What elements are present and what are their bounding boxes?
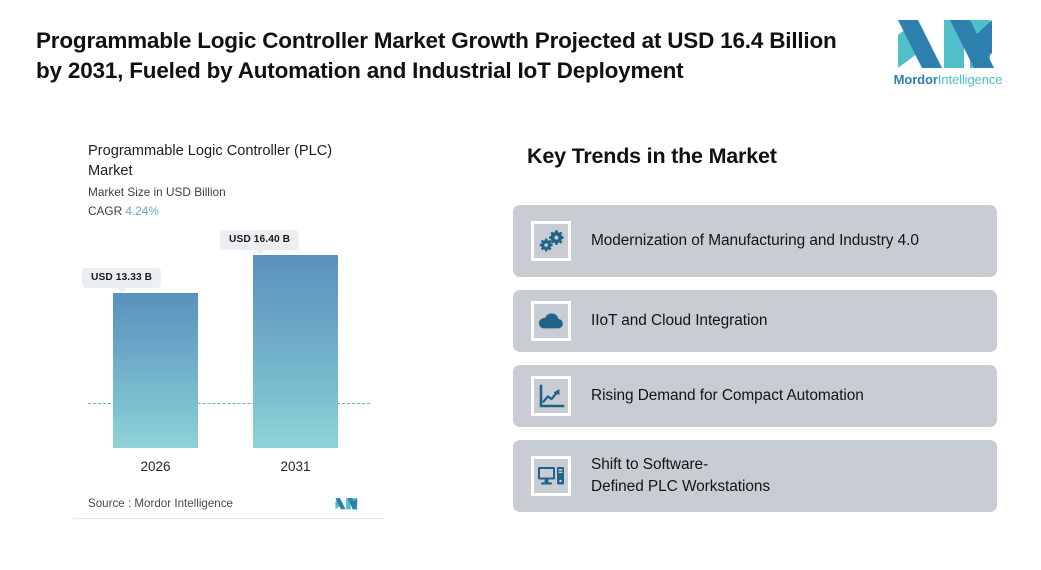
desktop-computer-icon — [531, 456, 571, 496]
cagr-value: 4.24% — [125, 204, 159, 218]
chart-panel-divider — [74, 518, 384, 519]
line-chart-up-icon — [531, 376, 571, 416]
brand-logo-text: MordorIntelligence — [884, 72, 1012, 87]
page-title: Programmable Logic Controller Market Gro… — [36, 28, 837, 84]
trend-card-label: Rising Demand for Compact Automation — [591, 387, 864, 405]
trend-card-label: Shift to Software- Defined PLC Workstatio… — [591, 454, 770, 498]
cloud-icon-glyph — [539, 313, 563, 329]
brand-name-bold: Mordor — [893, 72, 938, 87]
trend-card-modernization[interactable]: Modernization of Manufacturing and Indus… — [513, 205, 997, 277]
gears-icon — [531, 221, 571, 261]
trend-card-label: Modernization of Manufacturing and Indus… — [591, 232, 919, 250]
chart-subtitle: Market Size in USD Billion — [88, 185, 226, 199]
desktop-computer-icon-glyph — [538, 467, 564, 485]
x-axis-tick-2026: 2026 — [140, 459, 171, 474]
reference-dashed-line — [88, 403, 370, 404]
trend-card-software-defined-plc[interactable]: Shift to Software- Defined PLC Workstatio… — [513, 440, 997, 512]
chart-source-text: Source : Mordor Intelligence — [88, 497, 233, 510]
trend-line-2: Defined PLC Workstations — [591, 478, 771, 495]
brand-logo: MordorIntelligence — [884, 18, 1012, 94]
trend-line-1: Shift to Software- — [591, 456, 709, 474]
bar-2031 — [253, 255, 338, 448]
mordor-m-logo-icon — [898, 20, 994, 68]
gears-icon-glyph — [539, 230, 564, 252]
chart-panel: Programmable Logic Controller (PLC) Mark… — [62, 128, 386, 528]
trend-card-iiot-cloud[interactable]: IIoT and Cloud Integration — [513, 290, 997, 352]
bar-chart-plot: USD 13.33 B USD 16.40 B 2026 2031 — [62, 228, 386, 478]
trend-card-label: IIoT and Cloud Integration — [591, 312, 768, 330]
page-header: Programmable Logic Controller Market Gro… — [0, 0, 1041, 112]
chart-title: Programmable Logic Controller (PLC) Mark… — [88, 143, 333, 179]
chart-cagr: CAGR 4.24% — [88, 204, 159, 218]
bar-value-label-2031: USD 16.40 B — [220, 230, 300, 255]
chart-source-row: Source : Mordor Intelligence — [88, 496, 360, 511]
mordor-m-logo-small-icon — [335, 498, 358, 510]
key-trends-list: Modernization of Manufacturing and Indus… — [513, 205, 997, 525]
bar-2026 — [113, 293, 198, 448]
cagr-label: CAGR — [88, 204, 123, 218]
x-axis-tick-2031: 2031 — [280, 459, 311, 474]
bar-value-label-2026: USD 13.33 B — [82, 268, 162, 293]
key-trends-heading: Key Trends in the Market — [527, 144, 777, 168]
cloud-icon — [531, 301, 571, 341]
brand-name-light: Intelligence — [937, 72, 1003, 87]
trend-card-compact-automation[interactable]: Rising Demand for Compact Automation — [513, 365, 997, 427]
line-chart-up-icon-glyph — [539, 384, 564, 407]
